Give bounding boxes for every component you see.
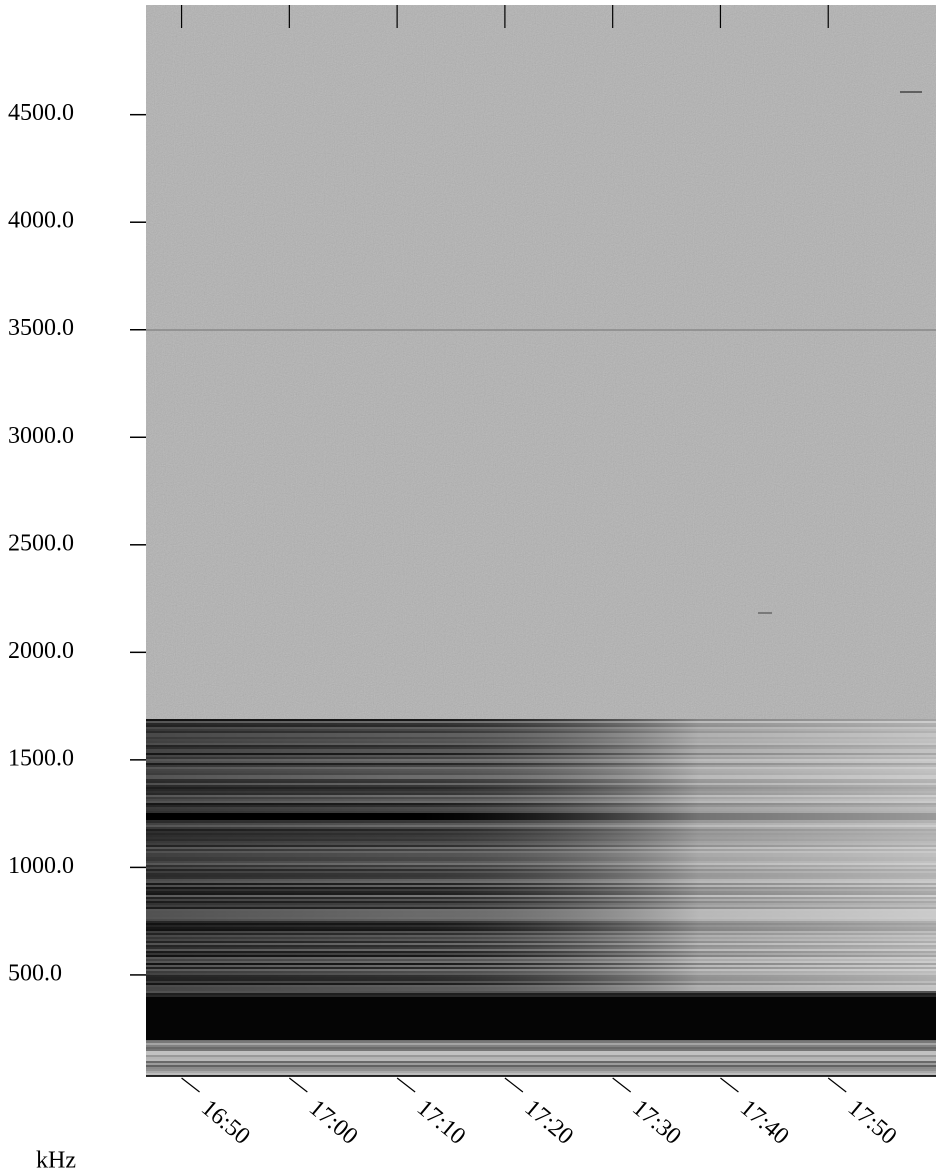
stripe bbox=[146, 993, 936, 995]
y-tick-label: 3000.0 bbox=[8, 423, 74, 449]
stripe bbox=[146, 1073, 936, 1075]
stripe bbox=[146, 1053, 936, 1055]
stripe bbox=[146, 1041, 936, 1043]
stripe bbox=[146, 1049, 936, 1051]
dark-band bbox=[146, 997, 936, 1040]
y-tick-label: 1000.0 bbox=[8, 853, 74, 879]
stripe bbox=[146, 1063, 936, 1065]
stripe bbox=[146, 1065, 936, 1067]
y-tick-label: 2500.0 bbox=[8, 530, 74, 556]
y-tick-label: 3500.0 bbox=[8, 315, 74, 341]
x-tick-label: 16:50 bbox=[196, 1095, 255, 1150]
x-tick-label: 17:10 bbox=[412, 1095, 471, 1150]
y-tick-label: 500.0 bbox=[8, 960, 62, 986]
stripe bbox=[146, 1057, 936, 1059]
y-tick-label: 2000.0 bbox=[8, 638, 74, 664]
y-tick-label: 4500.0 bbox=[8, 100, 74, 126]
x-tick bbox=[288, 1077, 308, 1093]
stripe bbox=[146, 1061, 936, 1063]
spectrogram-image bbox=[146, 5, 936, 1077]
x-tick-label: 17:50 bbox=[843, 1095, 902, 1150]
x-tick bbox=[504, 1077, 524, 1093]
stripe bbox=[146, 1067, 936, 1069]
stripe bbox=[146, 995, 936, 997]
stripe bbox=[146, 1051, 936, 1053]
y-tick-label: 1500.0 bbox=[8, 745, 74, 771]
x-tick-label: 17:20 bbox=[519, 1095, 578, 1150]
x-tick bbox=[396, 1077, 416, 1093]
stripe bbox=[146, 1047, 936, 1049]
stripe bbox=[146, 1055, 936, 1057]
x-tick-label: 17:40 bbox=[735, 1095, 794, 1150]
x-tick bbox=[181, 1077, 200, 1093]
fade bbox=[146, 719, 936, 991]
stripe bbox=[146, 991, 936, 993]
stripe bbox=[146, 1071, 936, 1073]
stripe bbox=[146, 1043, 936, 1045]
stripe bbox=[146, 1045, 936, 1047]
x-tick-label: 17:30 bbox=[627, 1095, 686, 1150]
x-tick-label: 17:00 bbox=[304, 1095, 363, 1150]
y-tick-label: 4000.0 bbox=[8, 208, 74, 234]
x-tick bbox=[827, 1077, 847, 1093]
x-tick bbox=[612, 1077, 632, 1093]
stripe bbox=[146, 1069, 936, 1071]
x-tick bbox=[720, 1077, 739, 1093]
stripe bbox=[146, 1059, 936, 1061]
y-axis-label: kHz bbox=[36, 1148, 76, 1174]
